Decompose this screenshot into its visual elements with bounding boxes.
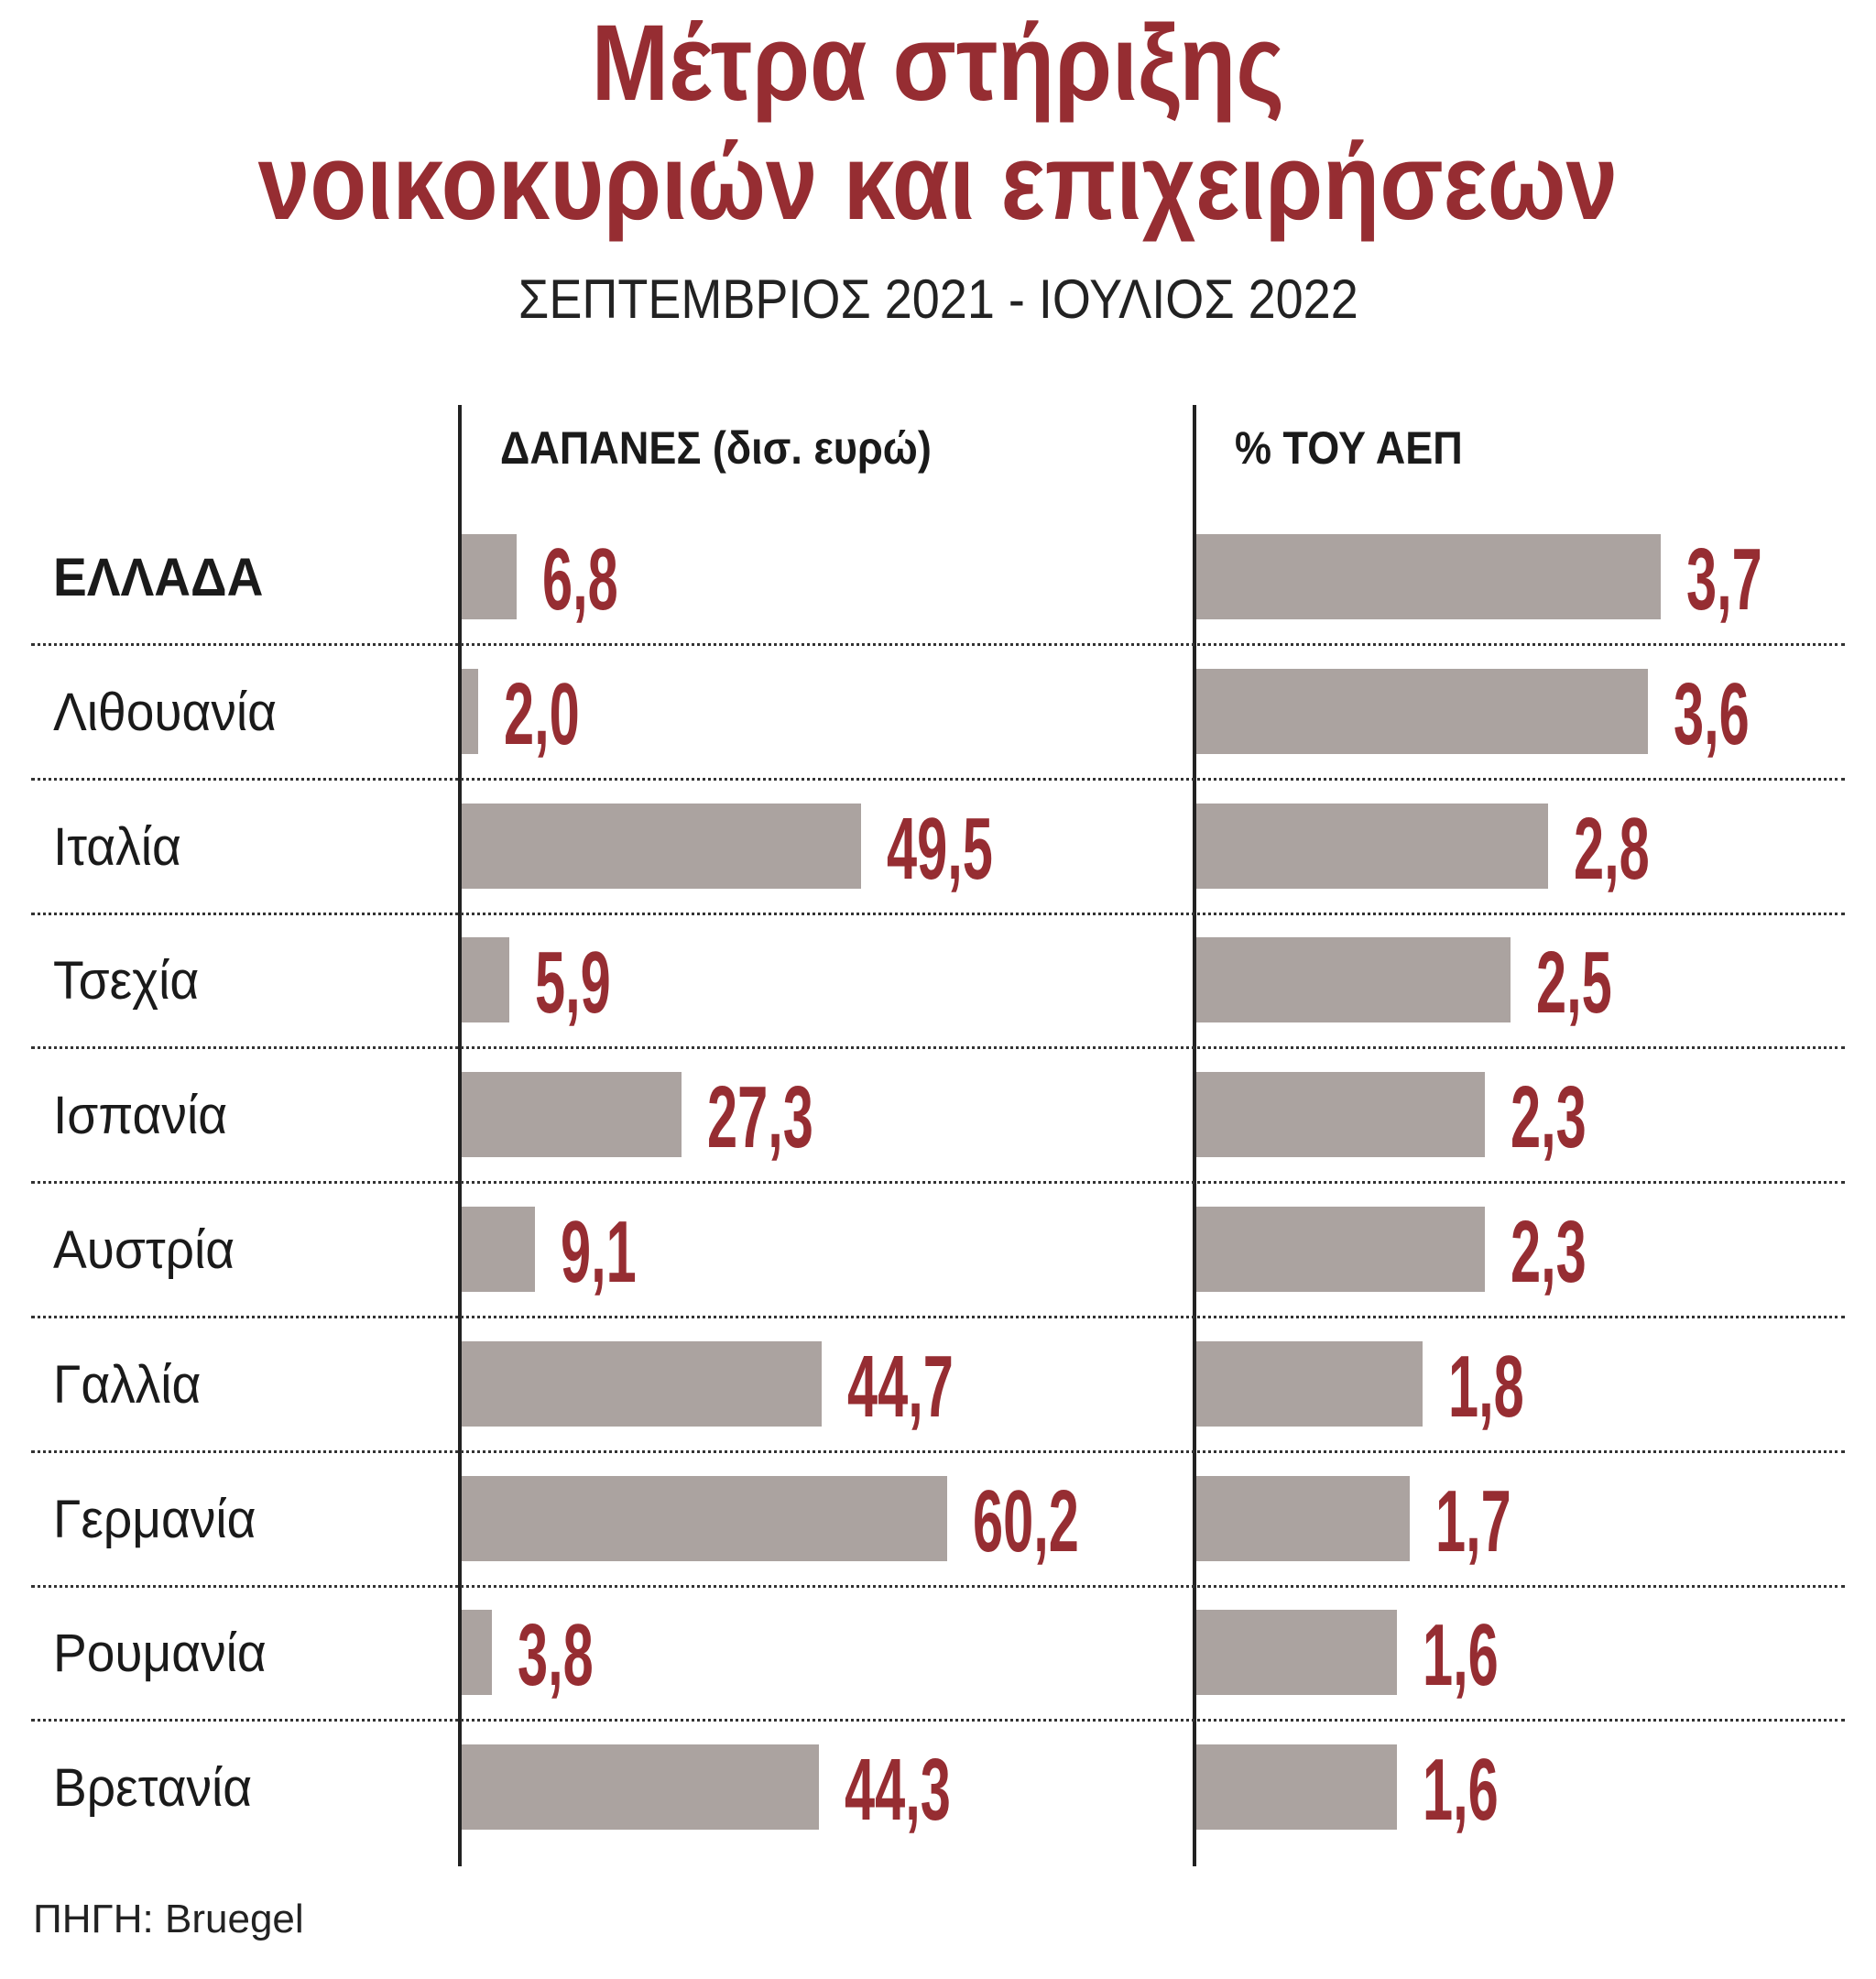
country-label: Αυστρία: [53, 1220, 235, 1280]
spending-value-label: 3,8: [518, 1606, 594, 1705]
spending-bar: [462, 937, 509, 1023]
spending-header: ΔΑΠΑΝΕΣ (δισ. ευρώ): [500, 422, 932, 474]
row-divider: [31, 777, 1845, 781]
spending-value-label: 6,8: [541, 530, 618, 629]
row-divider: [31, 1046, 1845, 1050]
gdp-axis-line: [1193, 405, 1196, 1866]
spending-bar: [462, 1610, 493, 1696]
spending-bar: [462, 803, 861, 889]
chart-title-line2: νοικοκυριών και επιχειρήσεων: [0, 128, 1876, 236]
country-label: Ισπανία: [53, 1086, 228, 1146]
subtitle-text: ΣΕΠΤΕΜΒΡΙΟΣ 2021 - ΙΟΥΛΙΟΣ 2022: [518, 268, 1358, 330]
row-divider: [31, 1449, 1845, 1453]
gdp-value-label: 2,3: [1511, 1068, 1587, 1167]
spending-bar: [462, 534, 517, 619]
spending-value-label: 60,2: [972, 1471, 1079, 1570]
gdp-value-label: 2,3: [1511, 1203, 1587, 1301]
row-divider: [31, 1719, 1845, 1722]
gdp-value-label: 1,8: [1447, 1337, 1524, 1436]
gdp-bar: [1196, 1475, 1410, 1561]
chart-title-line1: Μέτρα στήριξης: [0, 9, 1876, 117]
source-note: ΠΗΓΗ: Bruegel: [33, 1897, 304, 1941]
spending-bar: [462, 668, 478, 754]
row-divider: [31, 1584, 1845, 1588]
country-label: Λιθουανία: [53, 682, 277, 742]
gdp-value-label: 1,6: [1423, 1606, 1499, 1705]
spending-value-label: 9,1: [561, 1203, 637, 1301]
gdp-bar: [1196, 803, 1548, 889]
gdp-bar: [1196, 1744, 1398, 1831]
spending-bar: [462, 1207, 536, 1292]
gdp-bar: [1196, 937, 1511, 1023]
gdp-value-label: 2,5: [1535, 934, 1612, 1033]
gdp-value-label: 3,7: [1685, 530, 1762, 629]
spending-value-label: 44,3: [844, 1741, 951, 1840]
title-text: νοικοκυριών και επιχειρήσεων: [257, 122, 1619, 243]
spending-bar: [462, 1340, 823, 1427]
gdp-bar: [1196, 668, 1649, 754]
country-label: Γερμανία: [53, 1489, 256, 1549]
spending-bar: [462, 1744, 819, 1831]
country-label: Ιταλία: [53, 816, 181, 877]
country-label: ΕΛΛΑΔΑ: [53, 548, 264, 607]
gdp-bar: [1196, 1340, 1423, 1427]
gdp-bar: [1196, 534, 1661, 619]
spending-bar: [462, 1072, 682, 1158]
gdp-value-label: 1,6: [1423, 1741, 1499, 1840]
gdp-bar: [1196, 1207, 1486, 1292]
spending-value-label: 44,7: [847, 1337, 954, 1436]
spending-axis-line: [458, 405, 462, 1866]
spending-value-label: 2,0: [503, 664, 580, 763]
row-divider: [31, 912, 1845, 915]
gdp-bar: [1196, 1072, 1486, 1158]
country-label: Τσεχία: [53, 951, 200, 1011]
row-divider: [31, 643, 1845, 646]
gdp-header: % ΤΟΥ ΑΕΠ: [1235, 422, 1463, 474]
title-text: Μέτρα στήριξης: [591, 3, 1285, 124]
row-divider: [31, 1316, 1845, 1318]
row-divider: [31, 1181, 1845, 1185]
spending-value-label: 27,3: [707, 1068, 814, 1167]
spending-value-label: 5,9: [534, 934, 611, 1033]
gdp-value-label: 1,7: [1434, 1471, 1511, 1570]
gdp-value-label: 2,8: [1573, 799, 1650, 898]
spending-value-label: 49,5: [886, 799, 993, 898]
country-label: Βρετανία: [53, 1758, 253, 1819]
country-label: Γαλλία: [53, 1354, 202, 1415]
gdp-value-label: 3,6: [1674, 664, 1750, 763]
country-label: Ρουμανία: [53, 1624, 267, 1684]
gdp-bar: [1196, 1610, 1398, 1696]
spending-bar: [462, 1475, 947, 1561]
chart-subtitle: ΣΕΠΤΕΜΒΡΙΟΣ 2021 - ΙΟΥΛΙΟΣ 2022: [0, 268, 1876, 331]
